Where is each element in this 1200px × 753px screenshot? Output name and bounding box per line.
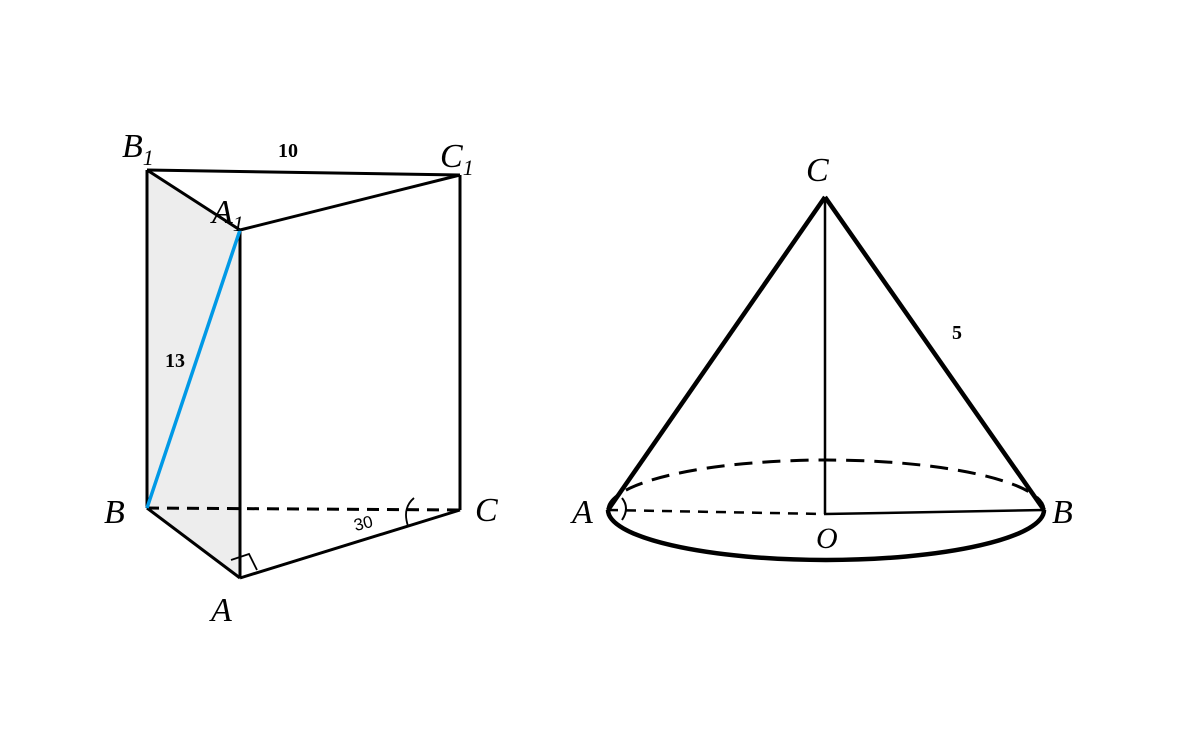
cone-edge-CA — [608, 197, 825, 510]
cone-label-O: O — [816, 522, 838, 556]
cone-diagram — [0, 0, 1200, 753]
cone-label-C: C — [806, 152, 829, 190]
cone-radius-AO — [608, 510, 825, 514]
cone-label-A: A — [572, 494, 593, 532]
cone-angle-A — [622, 498, 626, 520]
cone-radius-OB — [825, 510, 1044, 514]
cone-dim-slant: 5 — [952, 322, 962, 345]
cone-label-B: B — [1052, 494, 1073, 532]
cone-edge-CB — [825, 197, 1044, 510]
